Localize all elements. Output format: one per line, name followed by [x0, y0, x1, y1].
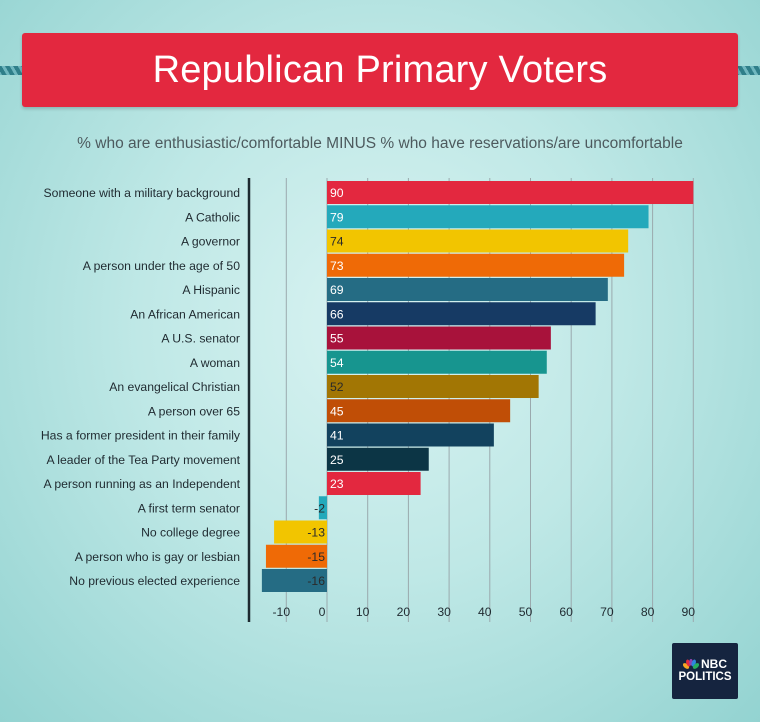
chart-subtitle: % who are enthusiastic/comfortable MINUS…: [77, 135, 683, 152]
category-label: A Catholic: [185, 210, 240, 224]
category-label: A woman: [190, 356, 240, 370]
category-label: A governor: [181, 235, 240, 249]
x-tick-label: 40: [478, 605, 492, 619]
x-tick-label: 20: [397, 605, 411, 619]
value-label: 74: [330, 235, 344, 249]
category-label: A person over 65: [148, 404, 240, 418]
value-label: -13: [307, 526, 325, 540]
value-label: 41: [330, 429, 344, 443]
x-tick-label: 90: [682, 605, 696, 619]
bar: [327, 205, 649, 229]
category-label: Has a former president in their family: [41, 429, 241, 443]
category-label: A person running as an Independent: [43, 477, 240, 491]
bar: [327, 326, 551, 350]
value-label: 52: [330, 380, 344, 394]
value-label: -15: [307, 550, 325, 564]
bar: [327, 399, 511, 423]
bar: [327, 350, 547, 374]
category-label: A leader of the Tea Party movement: [46, 453, 240, 467]
peacock-icon: [683, 658, 699, 669]
value-label: 23: [330, 477, 344, 491]
category-label: A person who is gay or lesbian: [75, 550, 240, 564]
value-label: 79: [330, 210, 344, 224]
title-banner: Republican Primary Voters: [22, 33, 738, 107]
logo-politics: POLITICS: [678, 671, 732, 684]
category-label: An evangelical Christian: [109, 380, 240, 394]
x-tick-label: 30: [437, 605, 451, 619]
category-label: No college degree: [141, 526, 240, 540]
category-label: An African American: [130, 307, 240, 321]
bar: [265, 544, 327, 568]
x-tick-label: 50: [519, 605, 533, 619]
bar: [327, 278, 608, 301]
category-label: Someone with a military background: [44, 186, 240, 200]
value-label: 54: [330, 356, 344, 370]
bar: [327, 447, 429, 471]
x-tick-label: -10: [272, 605, 290, 619]
x-tick-label: 10: [356, 605, 370, 619]
bar: [327, 181, 694, 204]
value-label: 55: [330, 332, 344, 346]
x-tick-label: 60: [559, 605, 573, 619]
category-label: A person under the age of 50: [83, 259, 240, 273]
value-label: 66: [330, 307, 344, 321]
bar: [261, 569, 327, 592]
value-label: 25: [330, 453, 344, 467]
value-label: 69: [330, 283, 344, 297]
x-tick-label: 0: [319, 605, 326, 619]
bar: [327, 423, 494, 447]
rope-left: [0, 66, 34, 75]
value-label: -2: [314, 501, 325, 515]
bar: [327, 229, 629, 253]
rope-right: [726, 66, 760, 75]
category-label: A U.S. senator: [161, 332, 240, 346]
x-tick-label: 70: [600, 605, 614, 619]
bar: [274, 520, 327, 544]
value-label: 45: [330, 404, 344, 418]
value-label: -16: [307, 574, 325, 588]
value-label: 73: [330, 259, 344, 273]
category-label: A Hispanic: [182, 283, 240, 297]
bar: [327, 302, 596, 326]
chart-title: Republican Primary Voters: [152, 48, 608, 91]
x-tick-label: 80: [641, 605, 655, 619]
bar: [327, 375, 539, 398]
value-label: 90: [330, 186, 344, 200]
nbc-politics-logo: NBC POLITICS: [672, 643, 738, 699]
bar: [318, 496, 327, 520]
logo-nbc: NBC: [701, 657, 727, 672]
category-label: No previous elected experience: [69, 574, 240, 588]
bar: [327, 253, 625, 277]
bar: [327, 472, 421, 495]
category-label: A first term senator: [138, 501, 240, 515]
